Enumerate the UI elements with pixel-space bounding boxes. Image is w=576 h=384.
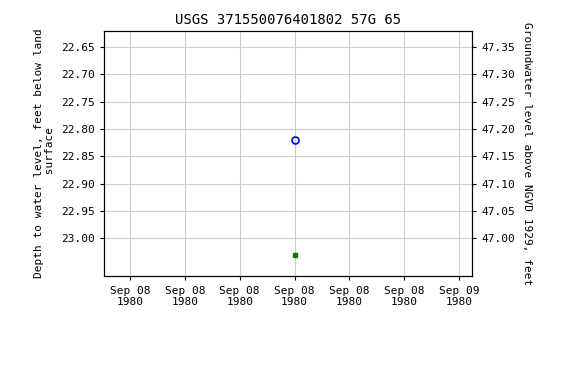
Y-axis label: Depth to water level, feet below land
 surface: Depth to water level, feet below land su… bbox=[34, 29, 55, 278]
Y-axis label: Groundwater level above NGVD 1929, feet: Groundwater level above NGVD 1929, feet bbox=[522, 22, 532, 285]
Legend: Period of approved data: Period of approved data bbox=[146, 380, 342, 384]
Title: USGS 371550076401802 57G 65: USGS 371550076401802 57G 65 bbox=[175, 13, 401, 27]
